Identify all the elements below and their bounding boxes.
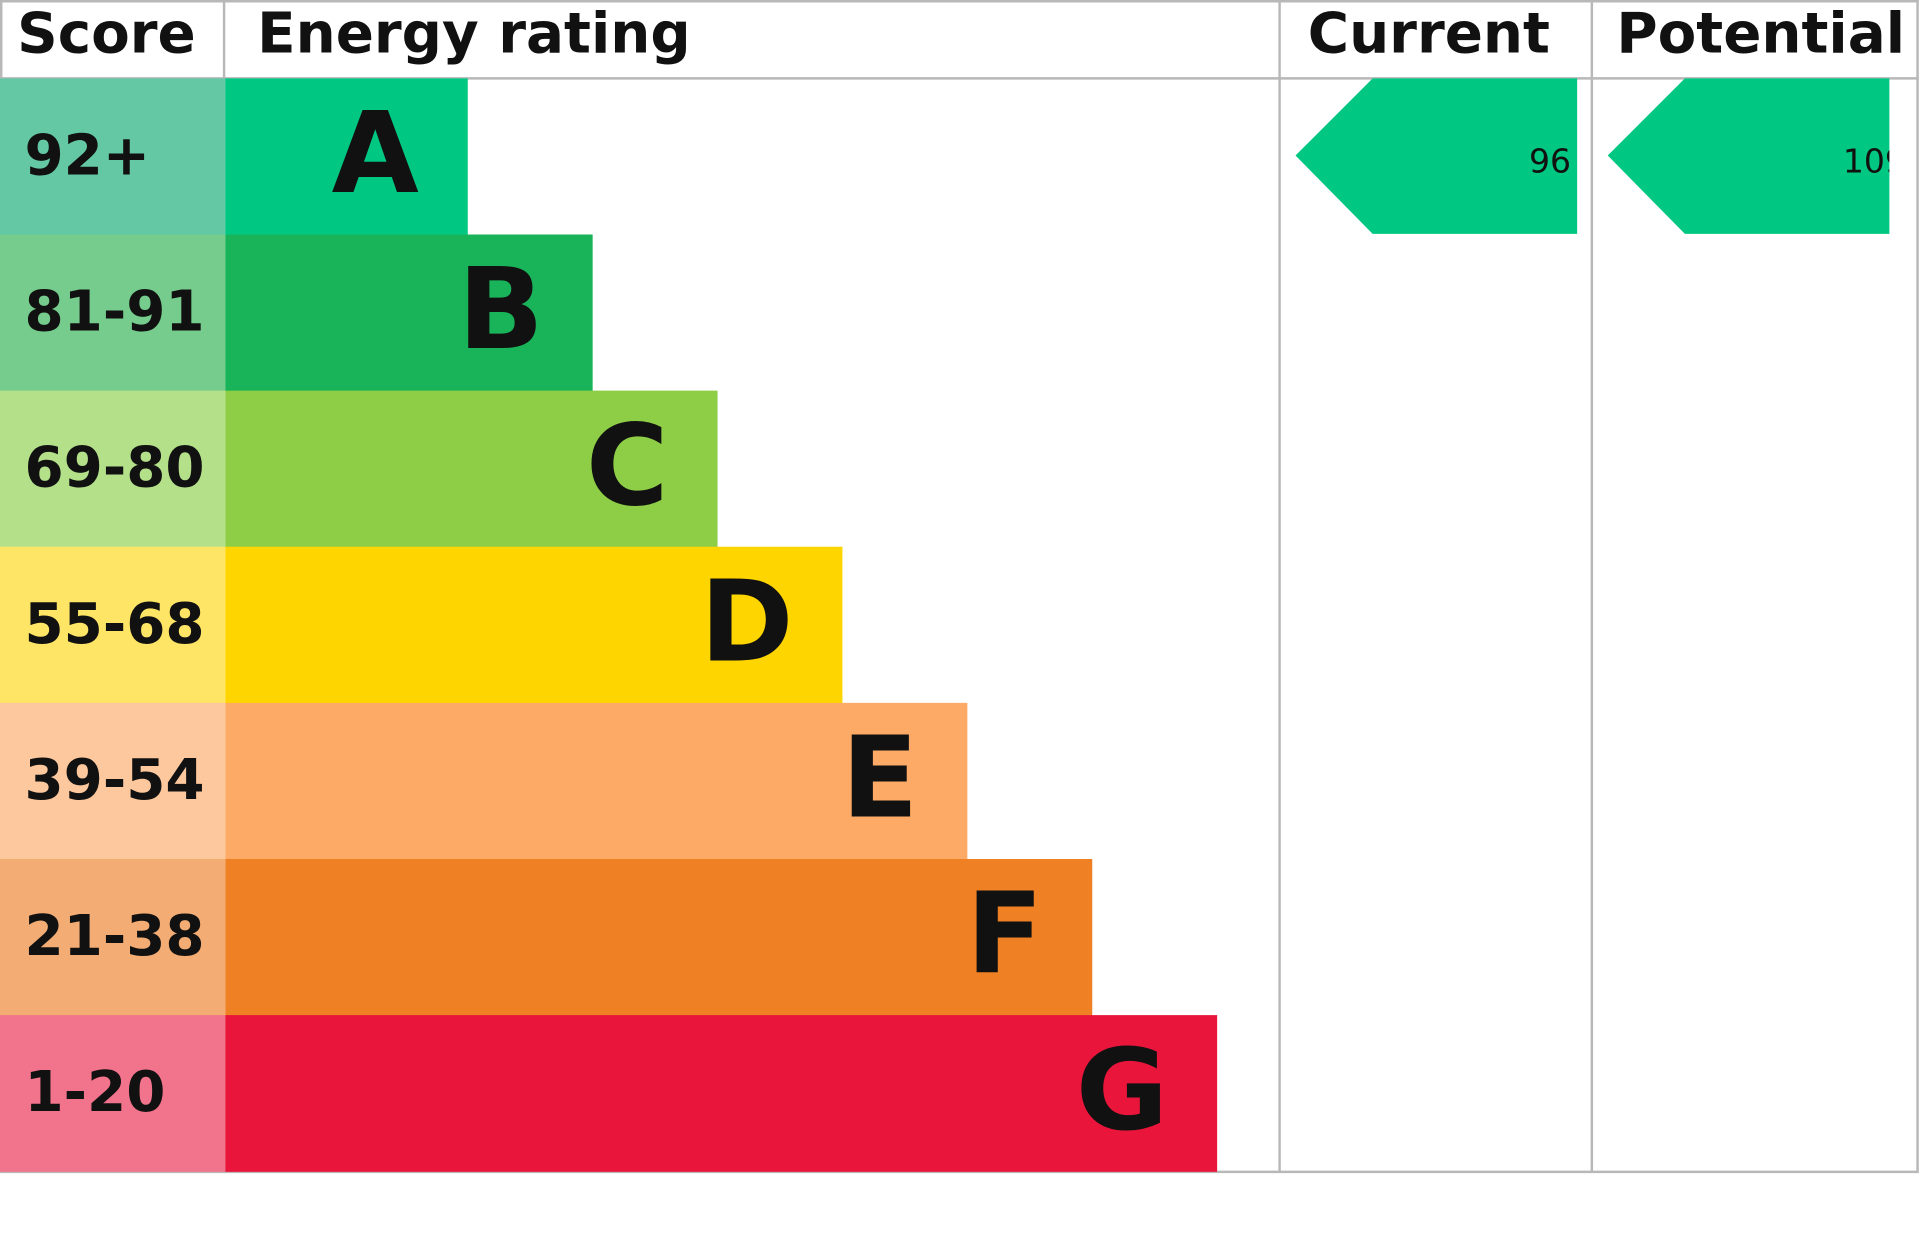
score-cell	[0, 234, 226, 392]
score-label: 39-54	[24, 748, 204, 813]
rating-bar	[225, 78, 468, 236]
rating-bar	[225, 858, 1093, 1016]
score-cell	[0, 546, 226, 704]
score-cell	[0, 858, 226, 1016]
score-cell	[0, 702, 226, 860]
score-label: 81-91	[24, 280, 204, 345]
header-rating: Energy rating	[257, 1, 691, 66]
score-cell	[0, 78, 226, 236]
score-cell	[0, 390, 226, 548]
current-value: 96	[1529, 141, 1571, 180]
score-label: 55-68	[24, 592, 204, 657]
rating-bar	[225, 234, 593, 392]
rating-bar	[225, 702, 968, 860]
rating-letter: F	[966, 868, 1043, 1000]
rating-letter: C	[586, 399, 669, 531]
score-label: 21-38	[24, 904, 204, 969]
score-label: 69-80	[24, 436, 204, 501]
rating-letter: G	[1076, 1024, 1168, 1156]
rating-bar	[225, 546, 843, 704]
rating-letter: D	[700, 555, 794, 687]
rating-letter: B	[458, 243, 544, 375]
rating-letter: E	[841, 712, 918, 844]
header-current: Current	[1308, 1, 1550, 66]
potential-value: 109	[1843, 141, 1906, 180]
rating-letter: A	[332, 87, 419, 219]
score-cell	[0, 1015, 226, 1172]
score-label: 92+	[24, 124, 150, 189]
score-label: 1-20	[24, 1060, 165, 1125]
current-arrow	[1295, 78, 1578, 234]
potential-arrow	[1607, 78, 1890, 234]
header-score: Score	[17, 1, 196, 66]
header-potential: Potential	[1616, 1, 1905, 66]
rating-bar	[225, 390, 718, 548]
rating-bar	[225, 1015, 1218, 1172]
